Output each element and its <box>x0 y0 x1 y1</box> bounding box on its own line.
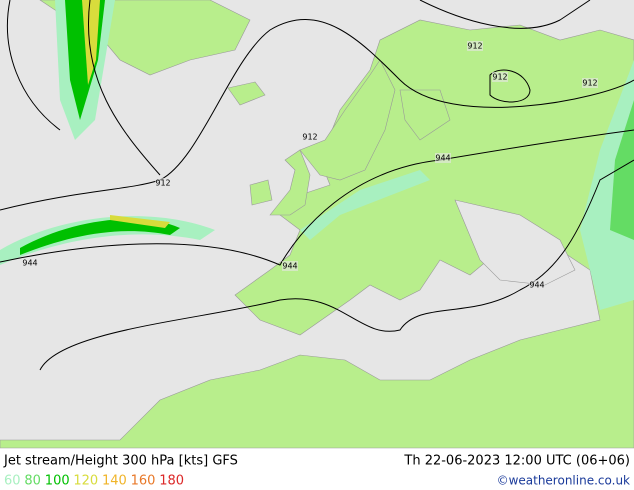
contour-label-bg <box>435 153 451 163</box>
legend-value: 140 <box>102 474 127 489</box>
contour-label: 912 <box>582 79 597 88</box>
jet-stream <box>0 0 634 310</box>
legend-value: 100 <box>45 474 70 489</box>
valid-time: Th 22-06-2023 12:00 UTC (06+06) <box>403 454 630 469</box>
legend-value: 120 <box>73 474 98 489</box>
contour-label: 912 <box>302 133 317 142</box>
legend-value: 160 <box>131 474 156 489</box>
contour-label: 912 <box>467 42 482 51</box>
contour-labels: 912 912 912 912 912 944 944 944 944 <box>22 41 598 290</box>
contour-label-bg <box>467 41 483 51</box>
contour-label: 944 <box>529 281 544 290</box>
contour-label-bg <box>529 280 545 290</box>
contour-label-bg <box>582 78 598 88</box>
contour-label-bg <box>155 178 171 188</box>
contour-label: 944 <box>22 259 37 268</box>
legend-value: 80 <box>24 474 41 489</box>
map-title: Jet stream/Height 300 hPa [kts] GFS <box>3 454 238 469</box>
credit: ©weatheronline.co.uk <box>497 474 630 488</box>
contour-label: 912 <box>155 179 170 188</box>
contour-label-bg <box>492 72 508 82</box>
legend-value: 180 <box>159 474 184 489</box>
legend-value: 60 <box>4 474 21 489</box>
contour-label-bg <box>282 261 298 271</box>
contour-label: 944 <box>282 262 297 271</box>
contour-label-bg <box>22 258 38 268</box>
contours <box>0 0 634 371</box>
contour-label-bg <box>302 132 318 142</box>
contour-label: 912 <box>492 73 507 82</box>
legend: 60 80 100 120 140 160 180 <box>4 474 184 489</box>
contour-label: 944 <box>435 154 450 163</box>
